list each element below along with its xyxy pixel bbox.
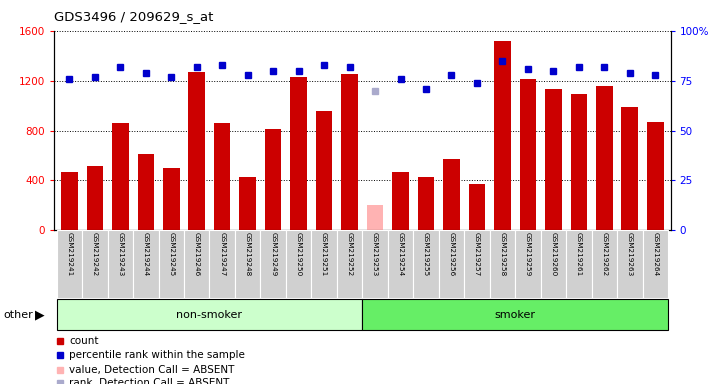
Bar <box>341 74 358 230</box>
Bar <box>469 184 485 230</box>
Text: GSM219241: GSM219241 <box>66 232 72 276</box>
Bar <box>265 129 281 230</box>
Text: non-smoker: non-smoker <box>177 310 242 320</box>
Bar <box>464 230 490 298</box>
Bar <box>286 230 311 298</box>
Bar <box>570 94 587 230</box>
Text: GSM219250: GSM219250 <box>296 232 301 276</box>
Text: GDS3496 / 209629_s_at: GDS3496 / 209629_s_at <box>54 10 213 23</box>
Bar <box>133 230 159 298</box>
Bar <box>622 107 638 230</box>
Bar <box>617 230 642 298</box>
Text: GSM219262: GSM219262 <box>601 232 607 276</box>
Bar <box>239 177 256 230</box>
Text: count: count <box>69 336 99 346</box>
Text: GSM219258: GSM219258 <box>500 232 505 276</box>
Bar <box>87 166 103 230</box>
Text: GSM219244: GSM219244 <box>143 232 149 276</box>
Bar <box>647 122 663 230</box>
Text: GSM219260: GSM219260 <box>550 232 557 276</box>
Text: GSM219263: GSM219263 <box>627 232 633 276</box>
Bar <box>596 86 613 230</box>
Text: GSM219252: GSM219252 <box>347 232 353 276</box>
Text: GSM219246: GSM219246 <box>194 232 200 276</box>
Bar <box>417 177 434 230</box>
Bar <box>566 230 591 298</box>
Bar <box>413 230 438 298</box>
Text: GSM219255: GSM219255 <box>423 232 429 276</box>
Bar <box>337 230 363 298</box>
Text: GSM219261: GSM219261 <box>576 232 582 276</box>
Bar <box>184 230 210 298</box>
Bar <box>363 230 388 298</box>
Bar <box>163 168 180 230</box>
Bar <box>57 300 363 330</box>
Text: GSM219251: GSM219251 <box>321 232 327 276</box>
Text: GSM219257: GSM219257 <box>474 232 480 276</box>
Text: GSM219259: GSM219259 <box>525 232 531 276</box>
Bar <box>388 230 413 298</box>
Bar <box>235 230 260 298</box>
Bar <box>138 154 154 230</box>
Bar <box>260 230 286 298</box>
Text: GSM219253: GSM219253 <box>372 232 378 276</box>
Bar <box>494 41 510 230</box>
Text: GSM219248: GSM219248 <box>244 232 251 276</box>
Text: GSM219242: GSM219242 <box>92 232 98 276</box>
Text: GSM219243: GSM219243 <box>118 232 123 276</box>
Text: GSM219264: GSM219264 <box>653 232 658 276</box>
Bar <box>61 172 78 230</box>
Bar <box>438 230 464 298</box>
Bar <box>515 230 541 298</box>
Bar <box>311 230 337 298</box>
Text: value, Detection Call = ABSENT: value, Detection Call = ABSENT <box>69 365 235 375</box>
Text: GSM219249: GSM219249 <box>270 232 276 276</box>
Bar <box>520 79 536 230</box>
Bar <box>367 205 384 230</box>
Bar <box>363 300 668 330</box>
Bar <box>490 230 515 298</box>
Text: GSM219256: GSM219256 <box>448 232 454 276</box>
Bar <box>112 123 128 230</box>
Bar <box>443 159 460 230</box>
Bar <box>642 230 668 298</box>
Text: percentile rank within the sample: percentile rank within the sample <box>69 351 245 361</box>
Bar <box>107 230 133 298</box>
Bar <box>541 230 566 298</box>
Bar <box>545 89 562 230</box>
Bar <box>214 123 231 230</box>
Text: GSM219247: GSM219247 <box>219 232 225 276</box>
Text: ▶: ▶ <box>35 308 44 321</box>
Bar <box>159 230 184 298</box>
Bar <box>188 72 205 230</box>
Bar <box>591 230 617 298</box>
Text: GSM219245: GSM219245 <box>168 232 174 276</box>
Bar <box>291 77 307 230</box>
Bar <box>392 172 409 230</box>
Text: GSM219254: GSM219254 <box>397 232 404 276</box>
Text: other: other <box>4 310 33 320</box>
Bar <box>210 230 235 298</box>
Bar <box>82 230 107 298</box>
Bar <box>57 230 82 298</box>
Text: rank, Detection Call = ABSENT: rank, Detection Call = ABSENT <box>69 378 230 384</box>
Text: smoker: smoker <box>495 310 536 320</box>
Bar <box>316 111 332 230</box>
